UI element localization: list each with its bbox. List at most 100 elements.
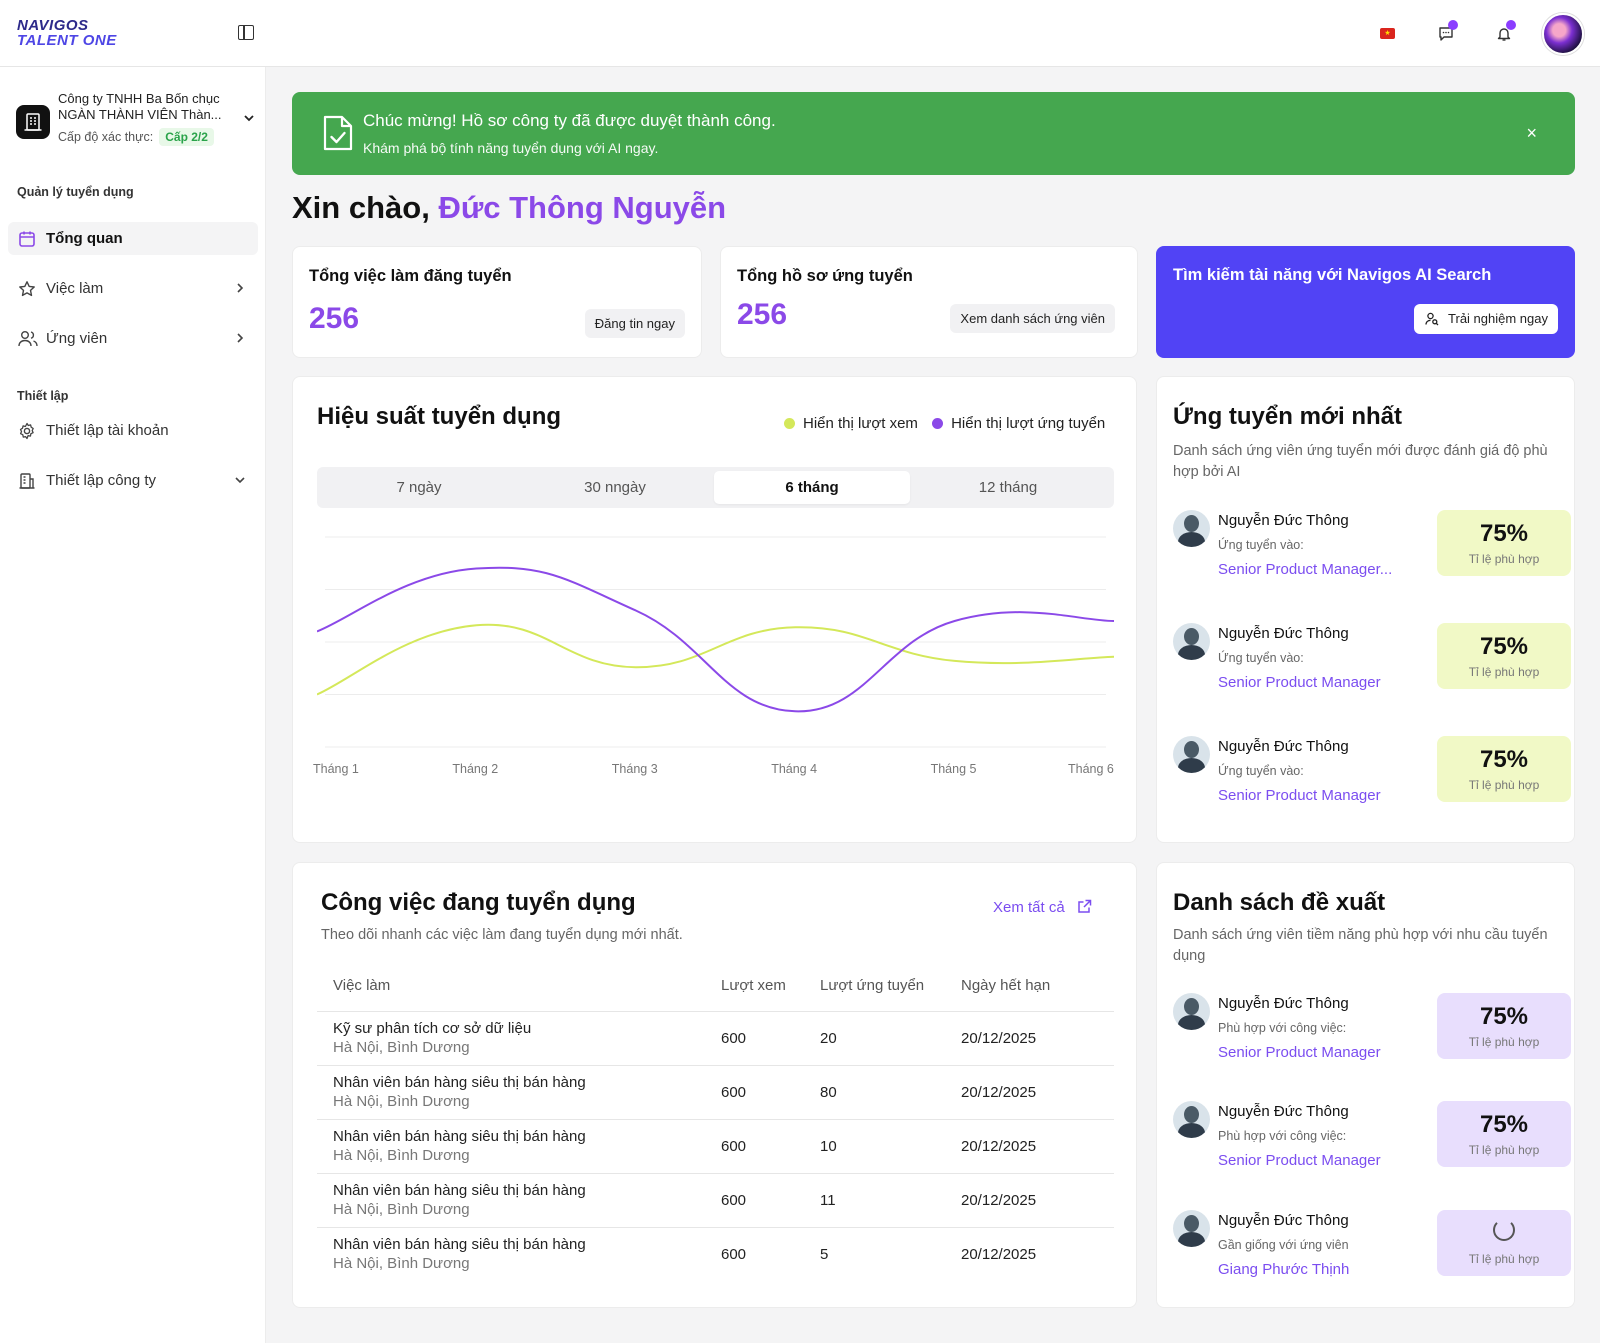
notifications-button[interactable] <box>1490 20 1518 48</box>
match-score: 75% Tỉ lệ phù hợp <box>1437 736 1571 802</box>
job-location: Hà Nội, Bình Dương <box>333 1093 470 1110</box>
list-item[interactable]: Nguyễn Đức Thông Ứng tuyển vào: Senior P… <box>1173 736 1571 826</box>
suggestions-card: Danh sách đề xuất Danh sách ứng viên tiề… <box>1156 862 1575 1308</box>
post-job-button[interactable]: Đăng tin ngay <box>584 309 685 338</box>
candidate-name: Nguyễn Đức Thông <box>1218 512 1349 529</box>
list-item[interactable]: Nguyễn Đức Thông Phù hợp với công việc: … <box>1173 1101 1571 1191</box>
chevron-down-icon <box>235 477 245 484</box>
job-cell: Nhân viên bán hàng siêu thị bán hàng Hà N… <box>317 1227 705 1281</box>
sidebar-section-recruitment: Quản lý tuyển dụng <box>17 185 134 199</box>
x-tick-label: Tháng 4 <box>771 762 818 776</box>
match-score: 75% Tỉ lệ phù hợp <box>1437 623 1571 689</box>
sidebar: Công ty TNHH Ba Bốn chục NGÀN THÀNH VIÊN… <box>0 67 266 1343</box>
sidebar-item-overview[interactable]: Tổng quan <box>8 222 258 255</box>
candidate-job-link[interactable]: Senior Product Manager... <box>1218 561 1393 578</box>
match-score-value: 75% <box>1479 633 1529 660</box>
brand-logo[interactable]: NAVIGOS TALENT ONE <box>17 18 117 48</box>
tab-6-months[interactable]: 6 tháng <box>714 471 910 504</box>
suggest-title: Danh sách đề xuất <box>1173 889 1386 916</box>
stat-title: Tổng việc làm đăng tuyển <box>309 267 512 285</box>
column-header[interactable]: Ngày hết hạn <box>945 961 1114 1012</box>
calendar-icon <box>19 231 35 247</box>
chevron-down-icon[interactable] <box>242 111 256 125</box>
legend-item-views[interactable]: Hiển thị lượt xem <box>784 415 918 432</box>
table-row[interactable]: Nhân viên bán hàng siêu thị bán hàng Hà N… <box>317 1173 1114 1228</box>
sidebar-item-company-settings[interactable]: Thiết lập công ty <box>8 464 258 497</box>
candidate-label: Ứng tuyển vào: <box>1218 764 1304 778</box>
table-row[interactable]: Nhân viên bán hàng siêu thị bán hàng Hà N… <box>317 1065 1114 1120</box>
vietnam-flag-icon[interactable]: ★ <box>1380 28 1395 39</box>
x-tick-label: Tháng 2 <box>452 762 499 776</box>
job-title[interactable]: Nhân viên bán hàng siêu thị bán hàng <box>333 1182 586 1199</box>
job-title[interactable]: Nhân viên bán hàng siêu thị bán hàng <box>333 1074 586 1091</box>
jobs-table: Việc làm Lượt xem Lượt ứng tuyển Ngày hế… <box>317 961 1114 1281</box>
column-header[interactable]: Lượt xem <box>705 961 804 1012</box>
see-all-link[interactable]: Xem tất cả <box>993 899 1092 916</box>
candidate-job-link[interactable]: Senior Product Manager <box>1218 1044 1381 1061</box>
sidebar-section-settings: Thiết lập <box>17 389 69 403</box>
column-header[interactable]: Lượt ứng tuyển <box>804 961 945 1012</box>
page-title: Xin chào, Đức Thông Nguyễn <box>292 190 726 226</box>
views-cell: 600 <box>721 1245 747 1263</box>
candidate-link[interactable]: Giang Phước Thịnh <box>1218 1261 1350 1278</box>
candidate-name: Nguyễn Đức Thông <box>1218 625 1349 642</box>
alert-subtitle: Khám phá bộ tính năng tuyển dụng với AI … <box>363 140 659 156</box>
table-row[interactable]: Kỹ sư phân tích cơ sở dữ liệu Hà Nội, Bìn… <box>317 1011 1114 1066</box>
table-row[interactable]: Nhân viên bán hàng siêu thị bán hàng Hà N… <box>317 1227 1114 1281</box>
series-line-views[interactable] <box>317 623 1114 696</box>
stat-value: 256 <box>309 302 360 335</box>
user-avatar[interactable] <box>1542 13 1584 55</box>
list-item[interactable]: Nguyễn Đức Thông Gần giống với ứng viên … <box>1173 1210 1571 1300</box>
list-item[interactable]: Nguyễn Đức Thông Phù hợp với công việc: … <box>1173 993 1571 1083</box>
views-cell: 600 <box>705 1173 804 1228</box>
brand-line-2: TALENT ONE <box>17 32 117 49</box>
tab-12-months[interactable]: 12 tháng <box>978 479 1038 496</box>
match-score-value: 75% <box>1479 520 1529 547</box>
job-title[interactable]: Nhân viên bán hàng siêu thị bán hàng <box>333 1128 586 1145</box>
sidebar-item-candidates[interactable]: Ứng viên <box>8 322 258 355</box>
candidate-job-link[interactable]: Senior Product Manager <box>1218 674 1381 691</box>
messages-button[interactable] <box>1432 20 1460 48</box>
candidate-job-link[interactable]: Senior Product Manager <box>1218 787 1381 804</box>
job-title[interactable]: Kỹ sư phân tích cơ sở dữ liệu <box>333 1020 532 1037</box>
list-item[interactable]: Nguyễn Đức Thông Ứng tuyển vào: Senior P… <box>1173 510 1571 600</box>
job-cell: Kỹ sư phân tích cơ sở dữ liệu Hà Nội, Bìn… <box>317 1011 705 1066</box>
close-icon[interactable]: × <box>1526 123 1537 143</box>
candidate-job-link[interactable]: Senior Product Manager <box>1218 1152 1381 1169</box>
gear-icon <box>19 422 34 440</box>
table-row[interactable]: Nhân viên bán hàng siêu thị bán hàng Hà N… <box>317 1119 1114 1174</box>
tab-7-days[interactable]: 7 ngày <box>396 479 442 496</box>
list-item[interactable]: Nguyễn Đức Thông Ứng tuyển vào: Senior P… <box>1173 623 1571 713</box>
applies-cell: 11 <box>804 1173 945 1228</box>
loading-spinner-icon <box>1493 1219 1515 1241</box>
tab-30-days[interactable]: 30 nngày <box>584 479 646 496</box>
applies-cell: 5 <box>820 1245 829 1263</box>
company-switcher[interactable]: Công ty TNHH Ba Bốn chục NGÀN THÀNH VIÊN… <box>16 91 256 155</box>
series-line-applies[interactable] <box>317 566 1114 713</box>
external-link-icon <box>1078 899 1092 913</box>
notifications-unread-dot <box>1506 20 1516 30</box>
job-title[interactable]: Nhân viên bán hàng siêu thị bán hàng <box>333 1236 586 1254</box>
sidebar-toggle-icon[interactable] <box>238 25 254 40</box>
sidebar-item-jobs[interactable]: Việc làm <box>8 272 258 305</box>
chart-legend: Hiển thị lượt xem Hiển thị lượt ứng tuyể… <box>784 415 1115 432</box>
candidate-name: Nguyễn Đức Thông <box>1218 1212 1349 1229</box>
sidebar-item-label: Việc làm <box>46 280 104 297</box>
bell-icon <box>1497 28 1511 41</box>
match-score-value: 75% <box>1479 1111 1529 1138</box>
legend-label-applies: Hiển thị lượt ứng tuyển <box>951 415 1106 432</box>
try-ai-search-button[interactable]: Trải nghiệm ngay <box>1414 304 1558 334</box>
recent-title: Ứng tuyển mới nhất <box>1173 403 1402 430</box>
avatar <box>1173 1101 1210 1138</box>
column-header[interactable]: Việc làm <box>317 961 705 1012</box>
match-score-label: Tỉ lệ phù hợp <box>1468 1035 1540 1049</box>
legend-item-applies[interactable]: Hiển thị lượt ứng tuyển <box>932 415 1105 432</box>
document-check-icon <box>323 115 353 151</box>
applies-cell: 80 <box>804 1065 945 1120</box>
match-score-label: Tỉ lệ phù hợp <box>1468 778 1540 792</box>
sidebar-item-account-settings[interactable]: Thiết lập tài khoản <box>8 414 258 447</box>
deadline-cell: 20/12/2025 <box>945 1011 1114 1066</box>
job-location: Hà Nội, Bình Dương <box>333 1039 470 1056</box>
match-score-label: Tỉ lệ phù hợp <box>1468 1252 1540 1266</box>
view-candidates-button[interactable]: Xem danh sách ứng viên <box>950 304 1115 333</box>
